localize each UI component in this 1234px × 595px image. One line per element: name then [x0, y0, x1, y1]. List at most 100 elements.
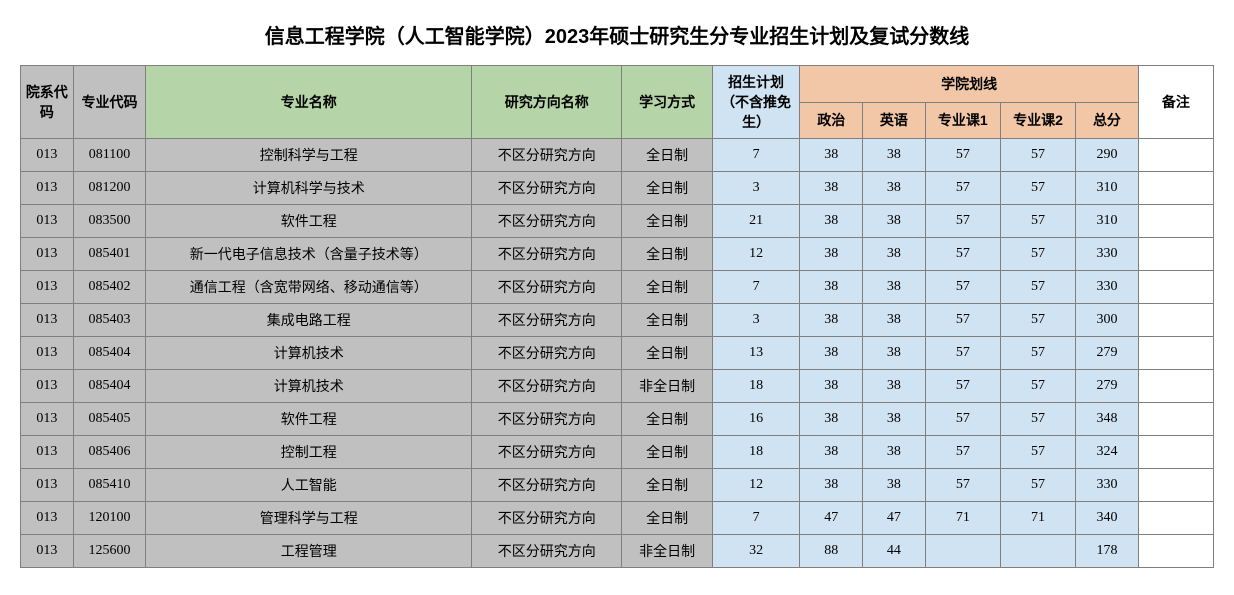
- table-row: 013085401新一代电子信息技术（含量子技术等）不区分研究方向全日制1238…: [21, 238, 1214, 271]
- cell-tot: 178: [1076, 535, 1139, 568]
- cell-plan: 16: [712, 403, 800, 436]
- cell-tot: 330: [1076, 271, 1139, 304]
- cell-name: 管理科学与工程: [146, 502, 472, 535]
- cell-mode: 全日制: [622, 436, 712, 469]
- cell-name: 新一代电子信息技术（含量子技术等）: [146, 238, 472, 271]
- cell-name: 控制工程: [146, 436, 472, 469]
- cell-s2: 57: [1000, 403, 1075, 436]
- cell-dir: 不区分研究方向: [472, 238, 622, 271]
- cell-pol: 47: [800, 502, 863, 535]
- cell-dir: 不区分研究方向: [472, 205, 622, 238]
- cell-major: 085402: [73, 271, 146, 304]
- cell-dept: 013: [21, 172, 74, 205]
- cell-dept: 013: [21, 304, 74, 337]
- cell-s1: 57: [925, 271, 1000, 304]
- hdr-score-line: 学院划线: [800, 66, 1138, 103]
- cell-dir: 不区分研究方向: [472, 337, 622, 370]
- cell-name: 软件工程: [146, 205, 472, 238]
- cell-major: 125600: [73, 535, 146, 568]
- cell-mode: 全日制: [622, 271, 712, 304]
- table-row: 013125600工程管理不区分研究方向非全日制328844178: [21, 535, 1214, 568]
- cell-s1: 57: [925, 238, 1000, 271]
- cell-s2: 57: [1000, 238, 1075, 271]
- cell-major: 120100: [73, 502, 146, 535]
- cell-mode: 全日制: [622, 469, 712, 502]
- cell-eng: 38: [863, 469, 926, 502]
- cell-s1: [925, 535, 1000, 568]
- cell-major: 081100: [73, 139, 146, 172]
- hdr-direction: 研究方向名称: [472, 66, 622, 139]
- cell-s2: 57: [1000, 271, 1075, 304]
- cell-note: [1138, 502, 1213, 535]
- cell-eng: 38: [863, 271, 926, 304]
- cell-s1: 57: [925, 205, 1000, 238]
- cell-pol: 38: [800, 469, 863, 502]
- cell-pol: 38: [800, 370, 863, 403]
- cell-note: [1138, 469, 1213, 502]
- cell-plan: 3: [712, 172, 800, 205]
- cell-dir: 不区分研究方向: [472, 271, 622, 304]
- cell-note: [1138, 238, 1213, 271]
- cell-s2: 57: [1000, 139, 1075, 172]
- cell-pol: 38: [800, 337, 863, 370]
- cell-s2: 57: [1000, 172, 1075, 205]
- table-row: 013085402通信工程（含宽带网络、移动通信等）不区分研究方向全日制7383…: [21, 271, 1214, 304]
- cell-plan: 7: [712, 502, 800, 535]
- table-row: 013085405软件工程不区分研究方向全日制1638385757348: [21, 403, 1214, 436]
- cell-mode: 全日制: [622, 304, 712, 337]
- cell-tot: 279: [1076, 370, 1139, 403]
- cell-plan: 18: [712, 436, 800, 469]
- cell-pol: 38: [800, 271, 863, 304]
- cell-eng: 38: [863, 172, 926, 205]
- cell-note: [1138, 304, 1213, 337]
- hdr-total: 总分: [1076, 102, 1139, 139]
- cell-tot: 310: [1076, 205, 1139, 238]
- cell-note: [1138, 535, 1213, 568]
- cell-note: [1138, 337, 1213, 370]
- hdr-major-name: 专业名称: [146, 66, 472, 139]
- cell-eng: 38: [863, 139, 926, 172]
- cell-s1: 57: [925, 139, 1000, 172]
- cell-dept: 013: [21, 271, 74, 304]
- cell-note: [1138, 172, 1213, 205]
- cell-pol: 38: [800, 403, 863, 436]
- cell-mode: 全日制: [622, 139, 712, 172]
- cell-pol: 38: [800, 238, 863, 271]
- cell-mode: 全日制: [622, 205, 712, 238]
- hdr-dept-code: 院系代码: [21, 66, 74, 139]
- cell-s2: 57: [1000, 436, 1075, 469]
- cell-s2: 71: [1000, 502, 1075, 535]
- cell-s1: 57: [925, 172, 1000, 205]
- cell-plan: 18: [712, 370, 800, 403]
- cell-mode: 全日制: [622, 238, 712, 271]
- cell-plan: 7: [712, 139, 800, 172]
- cell-pol: 38: [800, 304, 863, 337]
- table-row: 013120100管理科学与工程不区分研究方向全日制747477171340: [21, 502, 1214, 535]
- cell-s2: [1000, 535, 1075, 568]
- cell-name: 软件工程: [146, 403, 472, 436]
- cell-note: [1138, 370, 1213, 403]
- cell-plan: 12: [712, 238, 800, 271]
- cell-mode: 全日制: [622, 172, 712, 205]
- cell-tot: 340: [1076, 502, 1139, 535]
- cell-dir: 不区分研究方向: [472, 139, 622, 172]
- cell-mode: 非全日制: [622, 370, 712, 403]
- cell-mode: 全日制: [622, 337, 712, 370]
- cell-dir: 不区分研究方向: [472, 172, 622, 205]
- cell-s2: 57: [1000, 370, 1075, 403]
- cell-name: 人工智能: [146, 469, 472, 502]
- cell-pol: 38: [800, 139, 863, 172]
- table-row: 013085404计算机技术不区分研究方向全日制1338385757279: [21, 337, 1214, 370]
- cell-plan: 21: [712, 205, 800, 238]
- header-row-1: 院系代码 专业代码 专业名称 研究方向名称 学习方式 招生计划（不含推免生） 学…: [21, 66, 1214, 103]
- hdr-remark: 备注: [1138, 66, 1213, 139]
- cell-plan: 12: [712, 469, 800, 502]
- cell-plan: 7: [712, 271, 800, 304]
- cell-dir: 不区分研究方向: [472, 469, 622, 502]
- cell-s1: 71: [925, 502, 1000, 535]
- hdr-subject1: 专业课1: [925, 102, 1000, 139]
- cell-dept: 013: [21, 436, 74, 469]
- cell-major: 085410: [73, 469, 146, 502]
- cell-name: 工程管理: [146, 535, 472, 568]
- cell-mode: 全日制: [622, 502, 712, 535]
